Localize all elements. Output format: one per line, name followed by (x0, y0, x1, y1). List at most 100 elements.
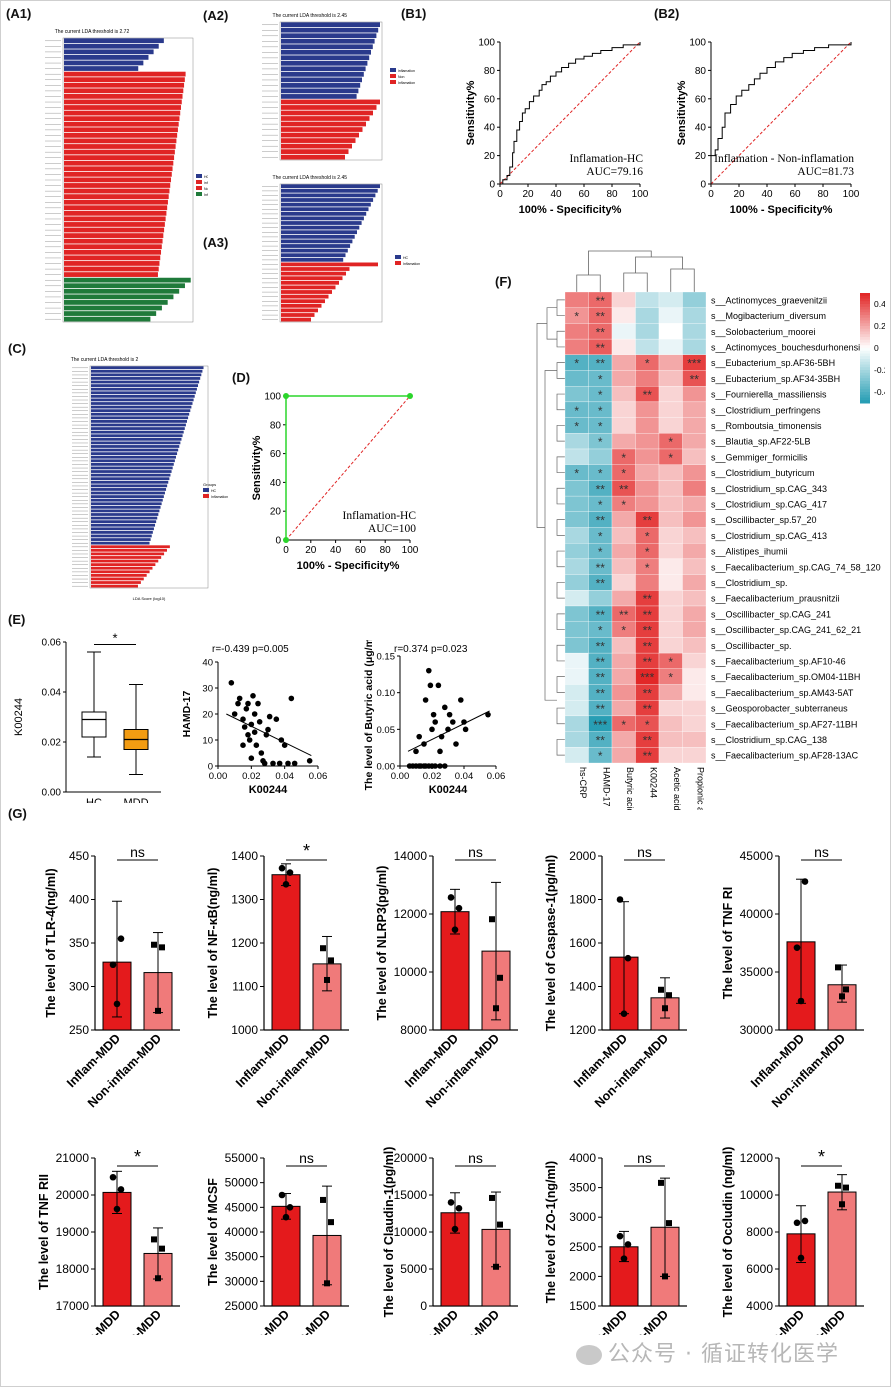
lda-bar (281, 132, 359, 138)
heatmap-legend-step (860, 298, 870, 302)
scatter-point (458, 697, 464, 703)
heatmap-legend-step (860, 378, 870, 382)
heatmap-significance: * (621, 624, 626, 638)
lda-bar (64, 277, 191, 283)
panel-label-c: (C) (8, 341, 27, 356)
panel-label-e: (E) (8, 612, 26, 627)
scatter-x-tick-label: 0.00 (391, 771, 410, 782)
bar-point (117, 1186, 125, 1193)
box-y-tick-label: 0.04 (42, 688, 62, 699)
roc-x-tick-label: 40 (761, 189, 773, 200)
lda-bar (91, 369, 203, 373)
scatter-point (485, 711, 491, 718)
bar-sig: ns (814, 844, 829, 860)
lda-bar (91, 488, 167, 491)
bar-y-tick-label: 400 (69, 893, 89, 907)
scatter-point (285, 760, 291, 767)
bar-point (455, 1205, 463, 1212)
bar-point (843, 1184, 849, 1191)
bar-point (616, 1232, 624, 1240)
lda-bar (91, 534, 152, 538)
bar-point (455, 904, 463, 912)
scatter-point (251, 729, 258, 735)
bar-point (616, 896, 624, 903)
bar-ylabel: The level of MCSF (206, 1178, 220, 1286)
lda-bar (281, 138, 356, 143)
lda-bar (91, 556, 162, 559)
lda-bar (64, 43, 159, 49)
lda-bar (91, 412, 190, 416)
lda-bar (281, 211, 367, 216)
bar (271, 874, 301, 1031)
heatmap-significance: ** (596, 733, 606, 747)
scatter-point (250, 693, 256, 699)
scatter-point (228, 680, 235, 686)
lda-bar (91, 480, 169, 484)
bar-y-tick-label: 0 (420, 1299, 427, 1313)
heatmap-cell (564, 652, 589, 669)
scatter-butyric-k00244: r=0.374 p=0.023 0.00 0.02 0.04 0.06 0.00 0.05 0… (363, 640, 505, 796)
lda-bar (64, 132, 178, 138)
heatmap-cell (564, 558, 589, 575)
heatmap-cell (635, 433, 660, 450)
lda-bar (91, 437, 182, 441)
lda-bar (281, 299, 325, 304)
bar-point (658, 986, 664, 993)
bar-category-label: Inflam-MDD (402, 1307, 461, 1335)
heatmap-cell (658, 401, 683, 418)
heatmap-significance: *** (687, 357, 701, 371)
lda-bar (64, 227, 165, 233)
roc-x-tick-label: 40 (330, 545, 342, 556)
lda-bar (64, 82, 185, 88)
scatter-point (265, 726, 271, 733)
heatmap-cell (564, 621, 589, 638)
heatmap-significance: * (668, 671, 673, 685)
roc-x-tick-label: 100 (402, 545, 419, 556)
heatmap-significance: ** (596, 702, 606, 716)
panel-label-b1: (B1) (401, 6, 427, 21)
heatmap-cell (635, 495, 660, 512)
heatmap-cell (658, 747, 683, 764)
roc-y-tick-label: 60 (695, 94, 707, 105)
heatmap-significance: * (598, 404, 603, 418)
heatmap-cell (682, 558, 707, 575)
heatmap-significance: ** (643, 608, 653, 622)
box-y-tick-label: 0.00 (42, 788, 62, 799)
scatter-point (430, 711, 437, 718)
box-y-tick-label: 0.02 (42, 738, 62, 749)
lda-title: The current LDA threshold is 2.45 (273, 175, 348, 181)
scatter-x-tick-label: 0.02 (423, 771, 442, 782)
lda-bar (91, 527, 154, 531)
heatmap-significance: * (598, 435, 603, 449)
lda-bar (64, 160, 174, 166)
heatmap-cell (682, 417, 707, 434)
bar-y-tick-label: 50000 (225, 1176, 259, 1190)
lda-legend-swatch (196, 174, 202, 178)
lda-title: The current LDA threshold is 2.72 (55, 29, 130, 35)
scatter-y-tick-label: 40 (202, 658, 213, 669)
heatmap-cell (635, 291, 660, 308)
bar-y-tick-label: 10000 (740, 1188, 774, 1202)
lda-axes (89, 365, 209, 589)
heatmap-legend-step (860, 295, 870, 299)
heatmap-cell (658, 574, 683, 591)
bar-y-tick-label: 1400 (569, 980, 596, 994)
roc-point (283, 393, 289, 399)
bar-point (489, 1194, 495, 1201)
bar-point (620, 1255, 628, 1262)
bar-y-tick-label: 1100 (232, 980, 258, 994)
lda-bar (64, 110, 181, 116)
heatmap-significance: * (668, 435, 673, 449)
roc-reference-line (499, 41, 641, 185)
bar-point (109, 961, 117, 969)
bar-y-tick-label: 25000 (225, 1299, 259, 1313)
bar-point (278, 1191, 286, 1199)
heatmap-cell (682, 747, 707, 764)
bar-point (658, 1179, 664, 1186)
scatter-y-tick-label: 0.05 (377, 725, 396, 736)
row-dendrogram (556, 582, 565, 599)
heatmap-row-label: s__Actinomyces_bouchesdurhonensis (711, 342, 865, 352)
lda-legend-label: inflamation (398, 69, 415, 73)
bar-point (159, 1245, 165, 1252)
lda-legend-label: Inflamation (204, 193, 208, 197)
